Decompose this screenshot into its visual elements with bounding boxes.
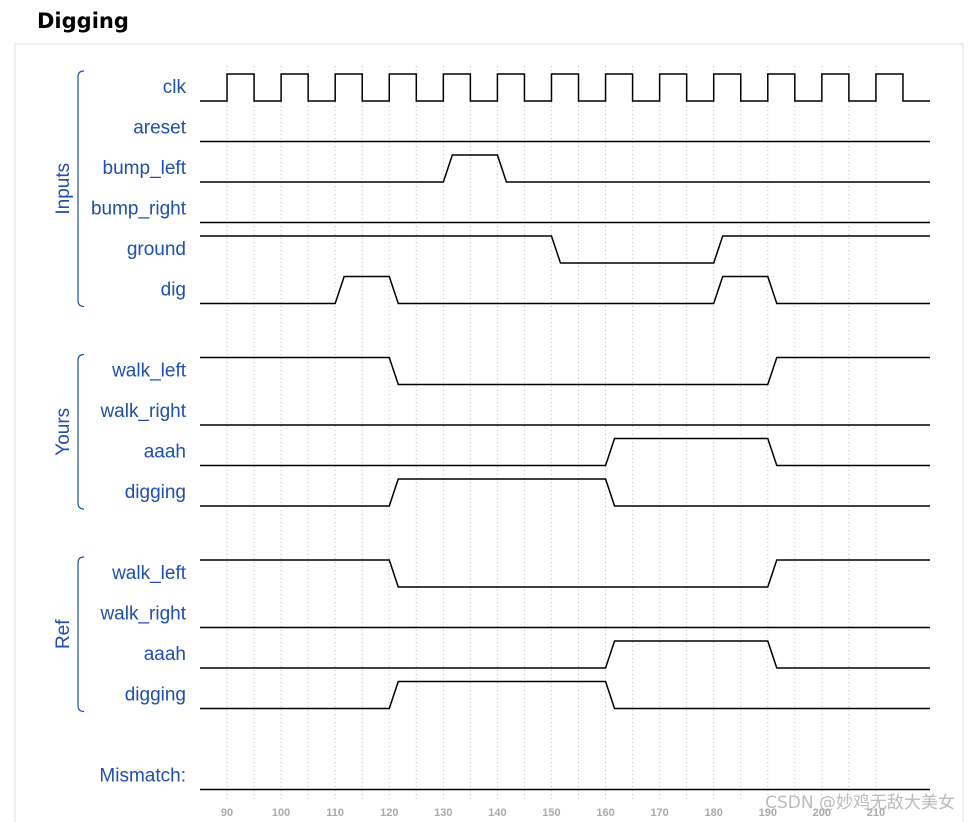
x-tick-label: 170: [650, 807, 668, 819]
waveform: [200, 478, 930, 507]
x-tick-label: 160: [596, 807, 614, 819]
signal-label: areset: [133, 118, 187, 139]
x-tick-label: 100: [272, 807, 290, 819]
group-label: Yours: [53, 408, 74, 456]
x-tick-label: 140: [488, 807, 506, 819]
x-tick-label: 90: [221, 807, 233, 819]
waveform: [200, 154, 930, 183]
group-bracket: [77, 353, 85, 510]
signal-label: walk_right: [99, 604, 186, 625]
x-tick-label: 190: [759, 807, 777, 819]
signal-label: aaah: [144, 442, 186, 463]
signal-label: dig: [161, 280, 186, 301]
x-tick-label: 180: [705, 807, 723, 819]
x-tick-label: 120: [380, 807, 398, 819]
signal-label: walk_left: [111, 361, 187, 382]
waveform: [200, 356, 930, 386]
group-label: Inputs: [53, 163, 74, 215]
signal-label: clk: [163, 77, 187, 98]
watermark: CSDN @妙鸡无敌大美女: [765, 793, 955, 813]
signal-label: digging: [125, 685, 186, 706]
signal-label: Mismatch:: [99, 766, 186, 787]
waveform: [200, 640, 930, 669]
signal-label: walk_left: [111, 563, 187, 584]
waveform: [200, 235, 930, 264]
group-bracket: [77, 70, 85, 308]
group-bracket: [77, 556, 85, 713]
waveform: [200, 73, 930, 102]
group-label: Ref: [53, 619, 74, 649]
x-tick-label: 210: [867, 807, 885, 819]
x-tick-label: 150: [542, 807, 560, 819]
x-tick-label: 110: [326, 807, 344, 819]
page-title: Digging: [37, 9, 129, 33]
panel: [14, 43, 964, 822]
signal-label: ground: [127, 239, 186, 260]
waveform: [200, 275, 930, 305]
signal-label: aaah: [144, 644, 186, 665]
waveform: [200, 559, 930, 588]
waveform: [200, 680, 930, 710]
signal-label: walk_right: [99, 401, 186, 422]
x-tick-label: 130: [434, 807, 452, 819]
waveform: [200, 437, 930, 467]
signal-label: bump_left: [103, 158, 187, 179]
signal-label: digging: [125, 482, 186, 503]
x-tick-label: 200: [813, 807, 831, 819]
signal-label: bump_right: [91, 199, 187, 220]
